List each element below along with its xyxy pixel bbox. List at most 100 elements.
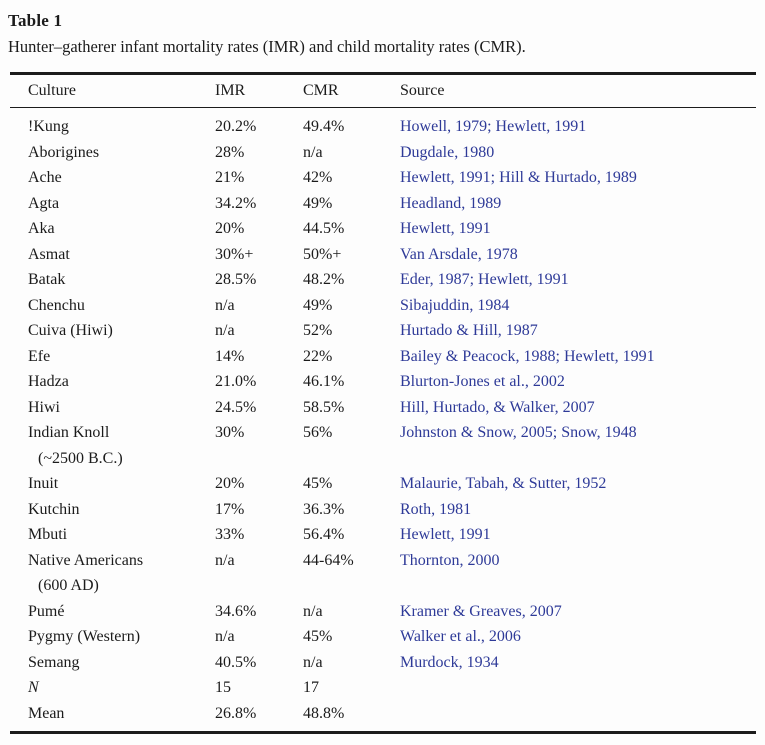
imr-cell: 30%: [215, 424, 245, 441]
culture-cell: Hadza: [10, 369, 215, 395]
imr-cell: 28.5%: [215, 271, 257, 288]
source-citation-link[interactable]: Hurtado & Hill, 1987: [400, 322, 538, 339]
culture-cell: Chenchu: [10, 293, 215, 319]
source-citation-link[interactable]: Murdock, 1934: [400, 653, 499, 671]
column-header-imr: IMR: [215, 73, 303, 108]
table-row: Aborigines 28% n/a Dugdale, 1980: [10, 140, 756, 166]
imr-cell: 26.8%: [215, 704, 257, 722]
imr-cell: n/a: [215, 296, 235, 314]
cmr-cell: n/a: [303, 653, 323, 671]
culture-name: Hiwi: [28, 398, 60, 416]
column-header-culture: Culture: [10, 73, 215, 108]
source-citation-link[interactable]: Hill, Hurtado, & Walker, 2007: [400, 398, 595, 416]
table-row: Efe 14% 22% Bailey & Peacock, 1988; Hewlett…: [10, 344, 756, 370]
source-cell: Johnston & Snow, 2005; Snow, 1948: [400, 420, 756, 471]
source-cell: Howell, 1979; Hewlett, 1991: [400, 108, 756, 140]
culture-name: Ache: [28, 169, 62, 186]
cmr-cell: n/a: [303, 143, 323, 161]
imr-cell: 28%: [215, 143, 245, 161]
culture-name: !Kung: [28, 118, 69, 135]
table-row: Mbuti 33% 56.4% Hewlett, 1991: [10, 522, 756, 548]
source-citation-link[interactable]: Sibajuddin, 1984: [400, 296, 510, 314]
source-cell: Walker et al., 2006: [400, 624, 756, 650]
cmr-cell: 45%: [303, 628, 333, 645]
cmr-cell: 44.5%: [303, 220, 345, 237]
source-citation-link[interactable]: Johnston & Snow, 2005; Snow, 1948: [400, 424, 637, 441]
culture-name: Pygmy (Western): [28, 628, 141, 645]
source-citation-link[interactable]: Hewlett, 1991: [400, 220, 491, 237]
culture-name: Mbuti: [28, 526, 68, 543]
culture-name-line2: (~2500 B.C.): [38, 449, 123, 467]
cmr-cell: 42%: [303, 169, 333, 186]
cmr-cell: n/a: [303, 602, 323, 620]
source-citation-link[interactable]: Thornton, 2000: [400, 551, 500, 569]
source-citation-link[interactable]: Hewlett, 1991; Hill & Hurtado, 1989: [400, 169, 637, 186]
culture-cell: Aborigines: [10, 140, 215, 166]
source-cell: Thornton, 2000: [400, 548, 756, 599]
source-citation-link[interactable]: Bailey & Peacock, 1988; Hewlett, 1991: [400, 347, 655, 365]
mortality-table: Culture IMR CMR Source !Kung 20.2% 49.4% Ho…: [10, 72, 756, 734]
culture-name: Indian Knoll: [28, 424, 110, 441]
table-row: Hadza 21.0% 46.1% Blurton-Jones et al., 200…: [10, 369, 756, 395]
source-citation-link[interactable]: Roth, 1981: [400, 500, 472, 518]
source-citation-link[interactable]: Walker et al., 2006: [400, 628, 521, 645]
table-row: Pygmy (Western) n/a 45% Walker et al., 2006: [10, 624, 756, 650]
table-row: Chenchu n/a 49% Sibajuddin, 1984: [10, 293, 756, 319]
source-cell: Dugdale, 1980: [400, 140, 756, 166]
cmr-cell: 44-64%: [303, 551, 354, 569]
source-citation-link[interactable]: Kramer & Greaves, 2007: [400, 602, 562, 620]
culture-cell: Indian Knoll (~2500 B.C.): [10, 420, 215, 471]
cmr-cell: 50%+: [303, 245, 342, 263]
imr-cell: 34.2%: [215, 194, 257, 212]
table-row: Batak 28.5% 48.2% Eder, 1987; Hewlett, 1991: [10, 267, 756, 293]
cmr-cell: 58.5%: [303, 398, 345, 416]
column-header-cmr: CMR: [303, 73, 400, 108]
imr-cell: 20%: [215, 475, 245, 492]
source-citation-link[interactable]: Van Arsdale, 1978: [400, 245, 518, 263]
culture-cell: Native Americans (600 AD): [10, 548, 215, 599]
source-citation-link[interactable]: Howell, 1979; Hewlett, 1991: [400, 118, 587, 135]
culture-cell: Ache: [10, 165, 215, 191]
source-citation-link[interactable]: Headland, 1989: [400, 194, 502, 212]
table-row: Mean 26.8% 48.8%: [10, 701, 756, 733]
cmr-cell: 49.4%: [303, 118, 345, 135]
culture-cell: !Kung: [10, 108, 215, 140]
table-caption-label: Table 1: [8, 11, 63, 30]
culture-name: Aborigines: [28, 143, 100, 161]
table-row: N 15 17: [10, 675, 756, 701]
table-row: Inuit 20% 45% Malaurie, Tabah, & Sutter, 19…: [10, 471, 756, 497]
source-cell: Malaurie, Tabah, & Sutter, 1952: [400, 471, 756, 497]
imr-cell: 21.0%: [215, 373, 257, 390]
culture-cell: Semang: [10, 650, 215, 676]
culture-name: Kutchin: [28, 500, 80, 518]
source-citation-link[interactable]: Malaurie, Tabah, & Sutter, 1952: [400, 475, 607, 492]
table-row: Asmat 30%+ 50%+ Van Arsdale, 1978: [10, 242, 756, 268]
cmr-cell: 17: [303, 679, 319, 696]
culture-cell: Hiwi: [10, 395, 215, 421]
table-row: Pumé 34.6% n/a Kramer & Greaves, 2007: [10, 599, 756, 625]
imr-cell: 15: [215, 679, 231, 696]
table-row: Cuiva (Hiwi) n/a 52% Hurtado & Hill, 1987: [10, 318, 756, 344]
table-row: Native Americans (600 AD) n/a 44-64% Thornto…: [10, 548, 756, 599]
imr-cell: 20%: [215, 220, 245, 237]
source-cell: Van Arsdale, 1978: [400, 242, 756, 268]
culture-cell: Aka: [10, 216, 215, 242]
culture-cell: Cuiva (Hiwi): [10, 318, 215, 344]
cmr-cell: 49%: [303, 296, 333, 314]
culture-name: Pumé: [28, 602, 65, 620]
source-cell: Hewlett, 1991: [400, 522, 756, 548]
source-citation-link[interactable]: Eder, 1987; Hewlett, 1991: [400, 271, 569, 288]
source-cell: Hill, Hurtado, & Walker, 2007: [400, 395, 756, 421]
source-citation-link[interactable]: Blurton-Jones et al., 2002: [400, 373, 565, 390]
culture-name-line2: (600 AD): [38, 577, 99, 594]
imr-cell: 30%+: [215, 245, 254, 263]
culture-name: Chenchu: [28, 296, 85, 314]
culture-cell: Batak: [10, 267, 215, 293]
source-citation-link[interactable]: Dugdale, 1980: [400, 143, 495, 161]
cmr-cell: 48.8%: [303, 704, 345, 722]
source-cell: [400, 675, 756, 701]
source-citation-link[interactable]: Hewlett, 1991: [400, 526, 491, 543]
table-row: Semang 40.5% n/a Murdock, 1934: [10, 650, 756, 676]
source-cell: Hewlett, 1991; Hill & Hurtado, 1989: [400, 165, 756, 191]
